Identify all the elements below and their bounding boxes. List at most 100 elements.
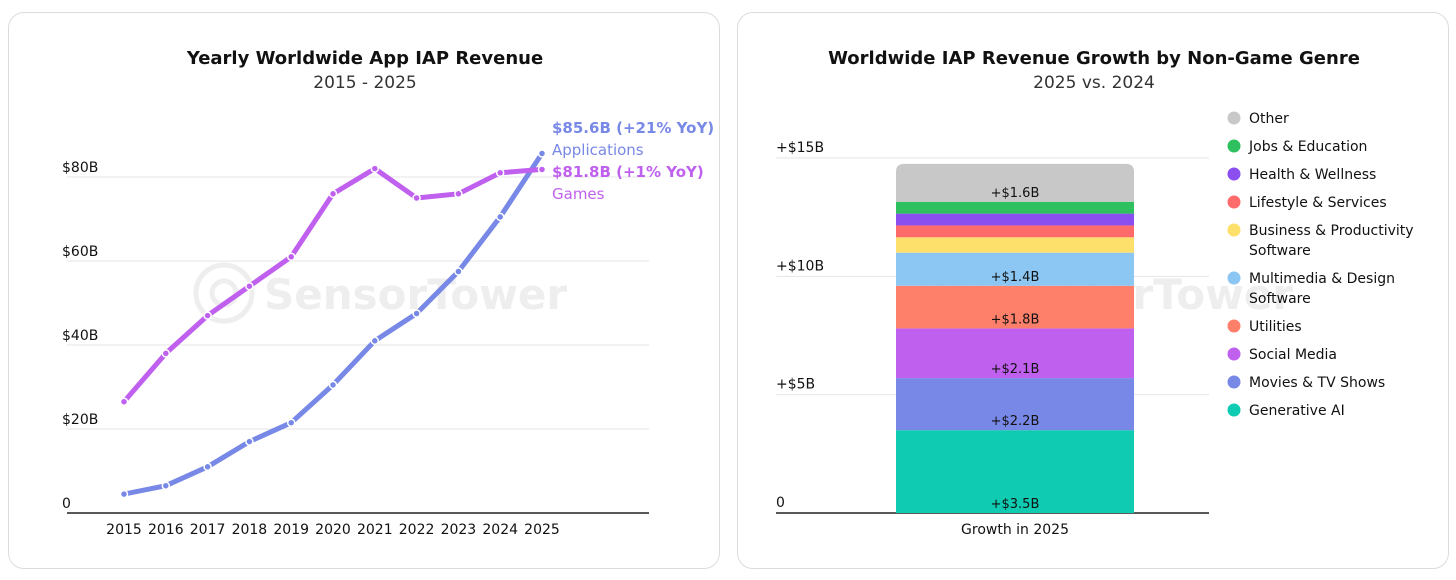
bar-segment — [896, 378, 1134, 431]
legend-label: Other — [1249, 111, 1289, 127]
data-point — [328, 380, 338, 390]
y-tick-label: 0 — [62, 496, 71, 512]
legend-swatch — [1227, 271, 1241, 285]
legend-swatch — [1227, 111, 1241, 125]
legend-item: Generative AI — [1227, 403, 1345, 419]
legend-item: Social Media — [1227, 347, 1337, 363]
bar-segment — [896, 201, 1134, 214]
legend-item: Lifestyle & Services — [1227, 195, 1387, 211]
y-tick-label: +$15B — [776, 140, 824, 156]
legend-item: Multimedia & Design Software — [1227, 271, 1395, 307]
y-tick-label: +$5B — [776, 377, 815, 393]
data-point — [203, 311, 212, 320]
data-point — [537, 149, 547, 158]
data-point — [370, 164, 380, 173]
x-tick-label: 2017 — [190, 522, 226, 538]
data-point — [454, 267, 463, 276]
data-point — [161, 349, 171, 358]
segment-value-label: +$1.6B — [991, 186, 1040, 201]
legend-swatch — [1227, 223, 1241, 237]
data-point — [495, 212, 505, 222]
legend-swatch — [1227, 403, 1241, 417]
legend-swatch — [1227, 167, 1241, 181]
legend-item: Movies & TV Shows — [1227, 375, 1385, 391]
x-tick-label: 2023 — [441, 522, 477, 538]
games-end-value: $81.8B (+1% YoY) — [552, 163, 704, 181]
segment-value-label: +$2.1B — [991, 362, 1040, 377]
data-point — [454, 189, 463, 199]
chart-title: Yearly Worldwide App IAP Revenue — [186, 48, 543, 69]
legend-label: Business & Productivity Software — [1249, 223, 1414, 259]
x-tick-label: 2015 — [106, 522, 142, 538]
legend-label: Lifestyle & Services — [1249, 195, 1387, 211]
legend-swatch — [1227, 347, 1241, 361]
data-point — [495, 168, 505, 178]
legend-label: Generative AI — [1249, 403, 1345, 419]
data-point — [370, 336, 380, 346]
data-point — [537, 165, 547, 174]
games-end-label: Games — [552, 185, 605, 203]
chart-subtitle: 2015 - 2025 — [313, 73, 416, 93]
legend-swatch — [1227, 139, 1241, 153]
legend-label: Health & Wellness — [1249, 167, 1376, 183]
legend-label: Movies & TV Shows — [1249, 375, 1385, 391]
data-point — [412, 309, 421, 318]
legend-label: Jobs & Education — [1248, 139, 1367, 155]
y-tick-label: 0 — [776, 495, 785, 511]
line-chart-card: SensorTower Yearly Worldwide App IAP Rev… — [8, 12, 720, 569]
x-tick-label: 2024 — [482, 522, 518, 538]
data-point — [328, 189, 338, 199]
bar-segment — [896, 163, 1134, 202]
data-point — [119, 489, 129, 499]
data-point — [245, 281, 254, 291]
data-point — [286, 252, 296, 262]
y-tick-label: $20B — [62, 412, 98, 428]
series-line-applications — [121, 151, 545, 497]
legend-swatch — [1227, 375, 1241, 389]
bar-segment — [896, 285, 1134, 329]
data-point — [203, 462, 212, 472]
legend-swatch — [1227, 319, 1241, 333]
legend-item: Business & Productivity Software — [1227, 223, 1414, 259]
y-tick-label: +$10B — [776, 258, 824, 274]
segment-value-label: +$3.5B — [991, 497, 1040, 512]
segment-value-label: +$1.4B — [991, 270, 1040, 285]
applications-end-value: $85.6B (+21% YoY) — [552, 119, 714, 137]
x-tick-label: 2018 — [232, 522, 268, 538]
watermark: SensorTower — [193, 262, 567, 324]
x-tick-label: 2022 — [399, 522, 435, 538]
stacked-bar-chart: SensorTower Worldwide IAP Revenue Growth… — [776, 48, 1414, 538]
legend-item: Utilities — [1227, 319, 1302, 335]
x-tick-label: 2016 — [148, 522, 184, 538]
legend-label: Utilities — [1249, 319, 1302, 335]
legend-item: Health & Wellness — [1227, 167, 1376, 183]
x-tick-label: 2019 — [273, 522, 309, 538]
legend-item: Jobs & Education — [1227, 139, 1367, 155]
data-point — [286, 418, 296, 427]
legend-item: Other — [1227, 111, 1289, 127]
segment-value-label: +$1.8B — [991, 312, 1040, 327]
x-tick-label: 2020 — [315, 522, 351, 538]
data-point — [412, 193, 421, 203]
applications-end-label: Applications — [552, 141, 644, 159]
legend-label: Multimedia & Design Software — [1249, 271, 1395, 307]
bar-segment — [896, 328, 1134, 379]
chart-title: Worldwide IAP Revenue Growth by Non-Game… — [828, 48, 1360, 69]
y-tick-label: $60B — [62, 244, 98, 260]
y-tick-label: $40B — [62, 328, 98, 344]
bar-segment — [896, 213, 1134, 226]
legend-label: Social Media — [1249, 347, 1337, 363]
bar-segment — [896, 252, 1134, 286]
segment-value-label: +$2.2B — [991, 414, 1040, 429]
bar-segment — [896, 225, 1134, 238]
x-tick-label: 2021 — [357, 522, 393, 538]
x-tick-label: 2025 — [524, 522, 560, 538]
data-point — [245, 437, 254, 446]
data-point — [119, 397, 129, 406]
data-point — [161, 481, 171, 490]
chart-subtitle: 2025 vs. 2024 — [1033, 73, 1155, 93]
line-chart: SensorTower Yearly Worldwide App IAP Rev… — [62, 48, 714, 538]
x-category-label: Growth in 2025 — [961, 522, 1069, 538]
y-tick-label: $80B — [62, 160, 98, 176]
bar-segment — [896, 237, 1134, 253]
